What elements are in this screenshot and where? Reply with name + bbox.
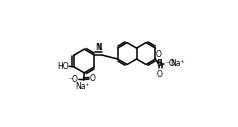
Text: HO: HO xyxy=(57,62,69,71)
Text: O: O xyxy=(156,70,162,79)
Text: S: S xyxy=(156,59,162,68)
Text: N: N xyxy=(95,43,101,52)
Text: O: O xyxy=(156,50,162,59)
Text: N: N xyxy=(96,43,102,52)
Text: O: O xyxy=(90,74,96,83)
Text: ⁻O: ⁻O xyxy=(165,59,175,68)
Text: Na⁺: Na⁺ xyxy=(171,59,185,68)
Text: ⁻O: ⁻O xyxy=(69,75,79,84)
Text: Na⁺: Na⁺ xyxy=(75,82,90,91)
